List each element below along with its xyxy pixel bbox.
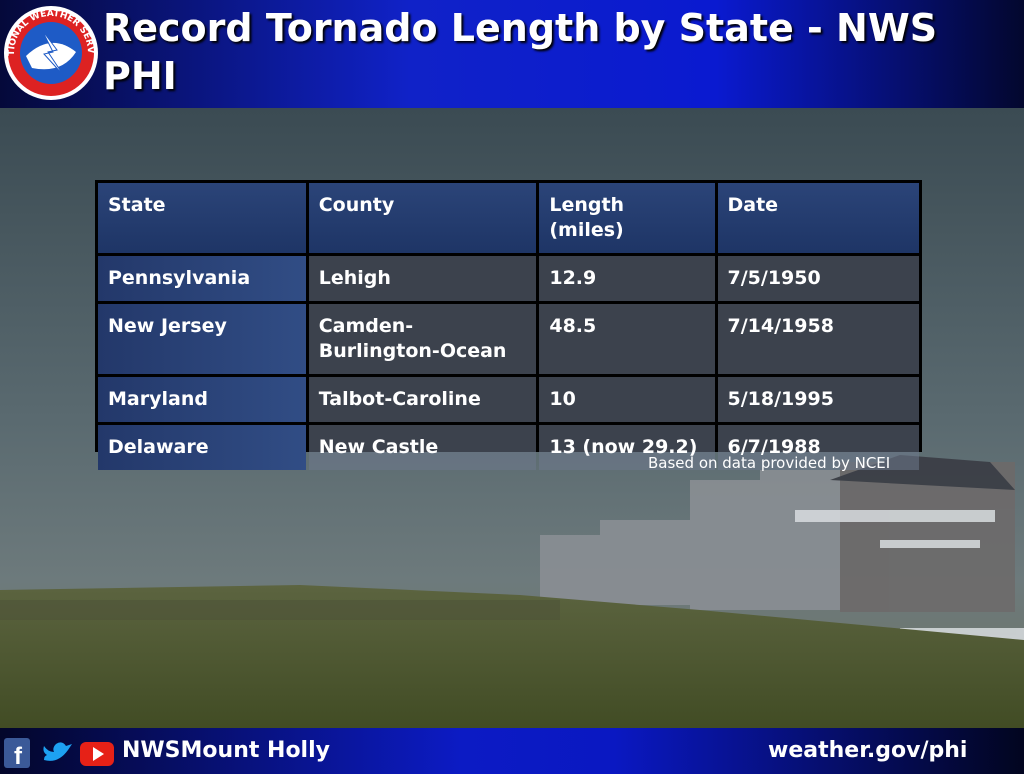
table-cell: Delaware (98, 425, 306, 470)
table-row: Pennsylvania Lehigh 12.9 7/5/1950 (98, 256, 919, 301)
table-frame: State County Length (miles) Date Pennsylvani… (95, 180, 922, 470)
source-note: Based on data provided by NCEI (648, 454, 891, 472)
table-cell: 7/5/1950 (717, 256, 919, 301)
column-header: Date (717, 183, 919, 253)
table-cell: Pennsylvania (98, 256, 306, 301)
table-cell: 13 (now 29.2) (539, 425, 715, 470)
column-header: State (98, 183, 306, 253)
table-row: New Jersey Camden-Burlington-Ocean 48.5 7/1… (98, 304, 919, 374)
table-cell: Maryland (98, 377, 306, 422)
table-cell: Lehigh (308, 256, 537, 301)
table-row: Delaware New Castle 13 (now 29.2) 6/7/1988 (98, 425, 919, 470)
footer-bar (0, 728, 1024, 774)
website-url: weather.gov/phi (768, 738, 968, 763)
table-cell: Talbot-Caroline (308, 377, 537, 422)
table-row: Maryland Talbot-Caroline 10 5/18/1995 (98, 377, 919, 422)
social-handle: NWSMount Holly (122, 738, 330, 763)
table-cell: 5/18/1995 (717, 377, 919, 422)
social-icons: f (4, 738, 114, 770)
table-cell: 48.5 (539, 304, 715, 374)
slide-title: Record Tornado Length by State - NWS PHI (103, 6, 938, 98)
table-cell: 10 (539, 377, 715, 422)
column-header: County (308, 183, 537, 253)
nws-logo: NATIONAL WEATHER SERVICE (2, 2, 98, 100)
header-bar (0, 0, 1024, 108)
svg-text:f: f (14, 743, 23, 770)
table-cell: 12.9 (539, 256, 715, 301)
table-cell: Camden-Burlington-Ocean (308, 304, 537, 374)
record-table: State County Length (miles) Date Pennsylvani… (95, 180, 922, 473)
column-header: Length (miles) (539, 183, 715, 253)
table-cell: New Jersey (98, 304, 306, 374)
table-body: Pennsylvania Lehigh 12.9 7/5/1950 New Jersey… (98, 256, 919, 470)
table-cell: 6/7/1988 (717, 425, 919, 470)
table-cell: 7/14/1958 (717, 304, 919, 374)
header-row: State County Length (miles) Date (98, 183, 919, 253)
table-cell: New Castle (308, 425, 537, 470)
